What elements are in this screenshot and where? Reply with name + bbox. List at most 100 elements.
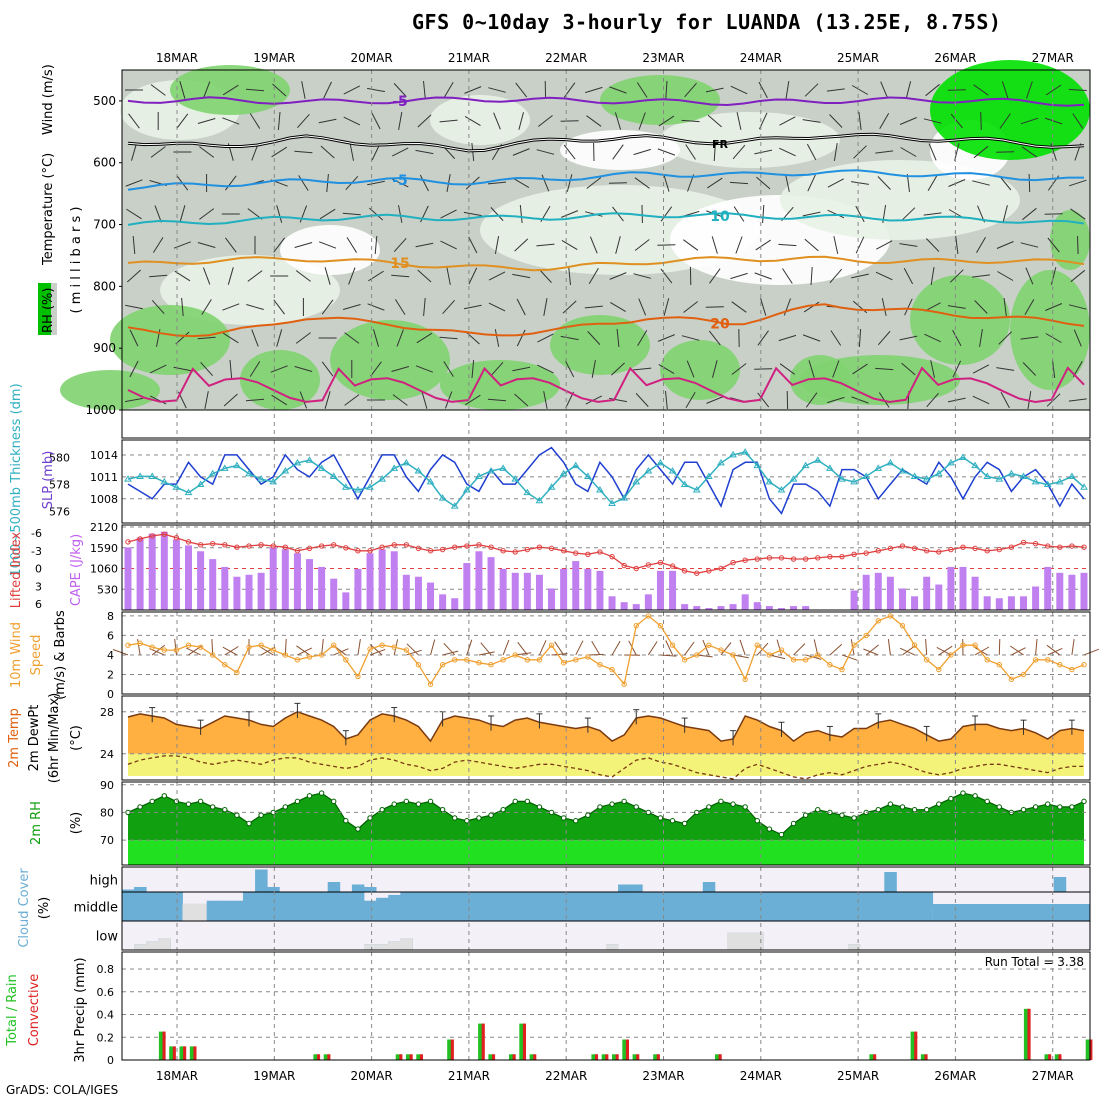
cape-bar <box>802 606 809 610</box>
date-label-top: 27MAR <box>1032 51 1074 65</box>
cape-tick-label: 2120 <box>90 521 118 534</box>
cloud-bar <box>824 892 837 921</box>
wind-barb <box>939 646 952 655</box>
precip-tick-label: 0.2 <box>97 1031 115 1044</box>
rh-point <box>900 805 904 809</box>
cape-bar <box>584 569 591 610</box>
cloud-bar <box>957 904 970 921</box>
rh-point <box>307 794 311 798</box>
cloud-bar <box>606 892 619 921</box>
cloud-bar <box>1078 904 1091 921</box>
li-tick-label: -3 <box>31 545 42 558</box>
cloud-bar <box>860 892 873 921</box>
rh-point <box>719 799 723 803</box>
cloud-bar <box>291 892 304 921</box>
rh-point <box>598 805 602 809</box>
rh-point <box>380 807 384 811</box>
cape-bar <box>1068 575 1075 610</box>
cape-bar <box>439 594 446 610</box>
cloud-bar <box>195 904 208 921</box>
rh-tick-label: 90 <box>100 779 114 792</box>
rh-point <box>646 810 650 814</box>
date-label-bottom: 24MAR <box>740 1069 782 1083</box>
wind-tick-label: 2 <box>107 668 114 681</box>
cape-bar <box>512 573 519 610</box>
cape-li-panel <box>122 525 1090 610</box>
wind-barb <box>225 647 239 655</box>
ylabel-temperature: Temperature (°C) <box>41 153 56 266</box>
rh-point <box>428 799 432 803</box>
cloud-bar <box>570 892 583 921</box>
precip-convective-bar <box>420 1054 423 1060</box>
li-tick-label: 6 <box>35 598 42 611</box>
cape-bar <box>379 549 386 610</box>
cape-bar <box>790 606 797 610</box>
cloud-bar <box>1017 904 1030 921</box>
rh-shade-area <box>1010 270 1090 390</box>
cape-bar <box>451 598 458 610</box>
rh-shade-area <box>910 275 1010 365</box>
precip-convective-bar <box>327 1054 330 1060</box>
cloud-bar <box>183 904 196 921</box>
li-tick-label: -6 <box>31 527 42 540</box>
precip-convective-bar <box>914 1032 917 1060</box>
cape-bar <box>959 567 966 610</box>
precip-convective-bar <box>626 1040 629 1061</box>
rh-shade-area <box>330 320 450 400</box>
precip-convective-bar <box>1048 1054 1051 1060</box>
ylabel-rh-pct: (%) <box>69 812 84 835</box>
date-label-bottom: 19MAR <box>253 1069 295 1083</box>
cloud-bar <box>255 870 268 893</box>
cloud-bar <box>400 938 413 950</box>
rh-point <box>1045 802 1049 806</box>
cloud-bar <box>993 904 1006 921</box>
cape-bar <box>125 547 132 610</box>
rh-point <box>453 816 457 820</box>
pressure-tick-label: 1000 <box>85 403 116 417</box>
wind-barb <box>926 639 927 655</box>
cloud-bar <box>896 892 909 921</box>
ylabel-rh: RH (%) <box>41 288 56 333</box>
wind-barb <box>996 152 1014 153</box>
cloud-bar <box>158 938 171 950</box>
cloud-bar <box>1066 904 1079 921</box>
rh-point <box>259 813 263 817</box>
li-tick-label: 0 <box>35 563 42 576</box>
wind-barb <box>588 654 604 655</box>
cape-bar <box>149 534 156 610</box>
rh-point <box>235 813 239 817</box>
cloud-bar <box>352 892 365 921</box>
ylabel-millibars: ( m i l l i b a r s ) <box>69 207 84 314</box>
cloud-bar <box>703 892 716 921</box>
precip-convective-bar <box>605 1054 608 1060</box>
rh-point <box>731 802 735 806</box>
cape-bar <box>633 604 640 610</box>
rh-point <box>767 827 771 831</box>
wind-barb <box>186 648 200 655</box>
cape-bar <box>935 585 942 610</box>
cloud-bar <box>316 892 329 921</box>
cloud-bar <box>533 892 546 921</box>
rh-point <box>973 794 977 798</box>
cloud-bar <box>279 892 292 921</box>
ylabel-celsius: (°C) <box>69 725 84 751</box>
date-label-top: 25MAR <box>837 51 879 65</box>
precip-convective-bar <box>193 1046 196 1060</box>
rh-point <box>658 816 662 820</box>
rh-point <box>392 802 396 806</box>
cloud-bar <box>158 892 171 921</box>
ylabel-minmax: (6hr Min/Max) <box>47 693 62 783</box>
precip-convective-bar <box>719 1054 722 1060</box>
rh-point <box>513 799 517 803</box>
wind-barb <box>431 640 435 655</box>
rh-point <box>1021 807 1025 811</box>
cape-bar <box>875 573 882 610</box>
rh-point <box>477 816 481 820</box>
rh-point <box>561 816 565 820</box>
rh-point <box>126 810 130 814</box>
cape-bar <box>560 569 567 610</box>
cape-bar <box>391 551 398 610</box>
cape-bar <box>342 592 349 610</box>
cloud-bar <box>727 892 740 921</box>
cloud-bar <box>667 892 680 921</box>
